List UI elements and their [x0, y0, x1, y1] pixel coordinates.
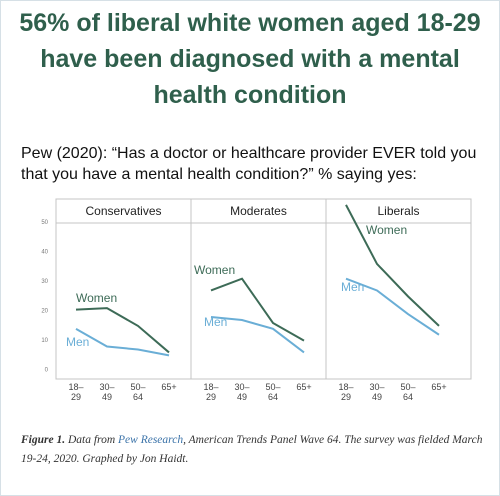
- series-line: [345, 204, 440, 327]
- subtitle: Pew (2020): “Has a doctor or healthcare …: [21, 145, 477, 183]
- y-tick-label: 40: [41, 250, 48, 256]
- x-tick-label: 50–64: [265, 382, 281, 402]
- panel-frame: [325, 198, 472, 380]
- panel-frame: [190, 198, 327, 380]
- panel-title: Conservatives: [85, 204, 161, 218]
- y-tick-label: 0: [45, 368, 49, 374]
- x-tick-label: 30–49: [369, 382, 385, 402]
- caption-label: Figure 1.: [21, 434, 66, 446]
- series-label: Women: [366, 223, 407, 237]
- x-tick-label: 30–49: [234, 382, 250, 402]
- x-tick-label: 18–29: [338, 382, 354, 402]
- y-tick-label: 20: [41, 309, 48, 315]
- x-tick-label: 50–64: [400, 382, 416, 402]
- x-tick-label: 65+: [296, 382, 312, 392]
- series-label: Men: [204, 315, 227, 329]
- series-line: [75, 307, 170, 354]
- series-label: Men: [66, 335, 89, 349]
- panel-title: Moderates: [230, 204, 287, 218]
- series-label: Men: [341, 280, 364, 294]
- chart: Conservatives 0 10 20 30 40 50 Women Men Moderate…: [41, 198, 472, 380]
- y-tick-label: 30: [41, 279, 48, 285]
- series-line: [210, 316, 305, 354]
- caption-source: Pew Research: [118, 434, 184, 446]
- headline: 56% of liberal white women aged 18-29 ha…: [19, 9, 481, 109]
- series-label: Women: [194, 263, 235, 277]
- x-tick-label: 30–49: [99, 382, 115, 402]
- x-tick-label: 18–29: [68, 382, 84, 402]
- x-tick-label: 18–29: [203, 382, 219, 402]
- y-tick-label: 10: [41, 338, 48, 344]
- series-label: Women: [76, 291, 117, 305]
- y-tick-label: 50: [41, 220, 48, 226]
- x-tick-label: 50–64: [130, 382, 146, 402]
- caption: Figure 1. Data from Pew Research, Americ…: [21, 431, 483, 469]
- caption-text: , American Trends Panel Wave 64. The sur…: [21, 434, 483, 465]
- series-line: [210, 277, 305, 342]
- panel-frame: [55, 198, 192, 380]
- series-line: [345, 277, 440, 336]
- caption-text: Data from: [67, 434, 119, 446]
- panel-title: Liberals: [377, 204, 419, 218]
- x-tick-label: 65+: [161, 382, 177, 392]
- series-line: [75, 327, 170, 357]
- x-tick-label: 65+: [431, 382, 447, 392]
